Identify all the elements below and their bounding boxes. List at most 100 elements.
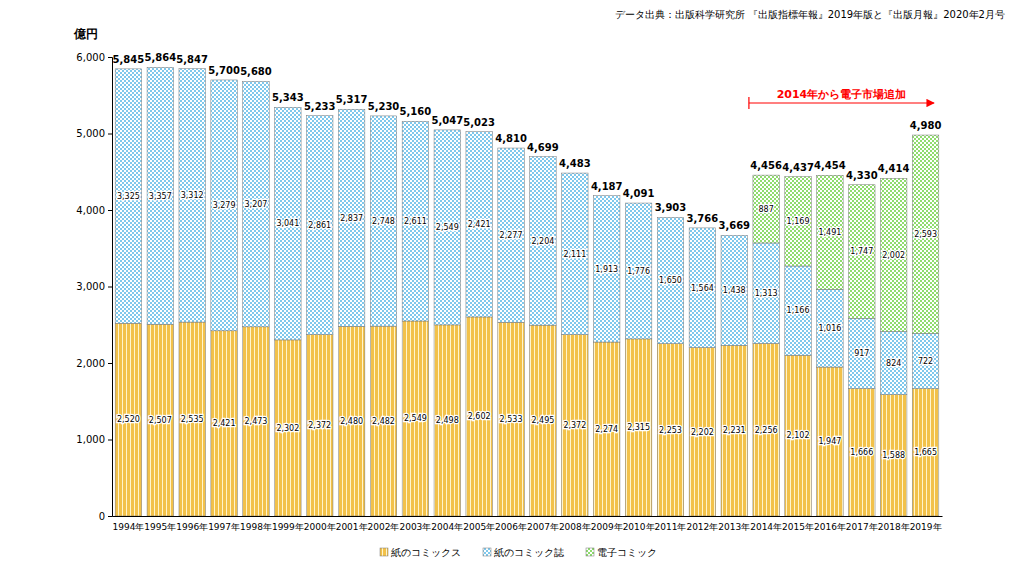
- x-tick: 1999年: [272, 516, 304, 532]
- y-tick-label: 3,000: [76, 281, 105, 292]
- segment-label: 3,041: [276, 219, 299, 228]
- segment-label: 824: [886, 359, 901, 368]
- x-tick: 2005年: [463, 516, 495, 532]
- total-label: 5,845: [113, 54, 145, 65]
- x-tick: 2013年: [718, 516, 750, 532]
- y-tick-mark: [108, 134, 112, 135]
- segment-label: 1,438: [723, 286, 746, 295]
- bar-segment: [179, 322, 205, 516]
- segment-label: 1,776: [627, 267, 650, 276]
- segment-label: 917: [854, 349, 869, 358]
- x-tick-label: 2006年: [495, 522, 527, 532]
- x-tick: 2002年: [368, 516, 400, 532]
- segment-label: 3,207: [245, 200, 268, 209]
- x-tick: 2012年: [686, 516, 718, 532]
- x-tick: 2017年: [846, 516, 878, 532]
- bar-segment: [625, 203, 651, 339]
- x-tick-label: 2012年: [686, 522, 718, 532]
- segment-label: 1,588: [882, 451, 905, 460]
- x-tick: 2000年: [304, 516, 336, 532]
- x-tick-label: 2008年: [559, 522, 591, 532]
- x-tick: 2018年: [878, 516, 910, 532]
- bar-segment: [849, 185, 875, 319]
- total-label: 4,187: [591, 181, 623, 192]
- legend: 紙のコミックス紙のコミック誌電子コミック: [380, 547, 657, 558]
- x-tick-label: 2003年: [399, 522, 431, 532]
- bar-segment: [817, 289, 843, 367]
- y-tick-mark: [108, 440, 112, 441]
- legend-swatch: [586, 548, 594, 556]
- bar-segment: [880, 178, 906, 331]
- bar-segment: [243, 81, 269, 326]
- y-tick: 0: [99, 511, 112, 522]
- x-tick-label: 2019年: [910, 522, 942, 532]
- bar-segment: [880, 331, 906, 394]
- segment-label: 2,549: [404, 414, 427, 423]
- bar-segment: [530, 325, 556, 516]
- bar-segment: [402, 121, 428, 321]
- segment-label: 2,202: [691, 428, 714, 437]
- x-tick: 2019年: [910, 516, 942, 532]
- bar-segment: [912, 333, 938, 388]
- total-label: 4,456: [750, 160, 782, 171]
- bar-segment: [689, 228, 715, 348]
- x-tick: 2001年: [336, 516, 368, 532]
- segment-label: 2,495: [531, 416, 554, 425]
- segment-label: 1,169: [787, 217, 810, 226]
- x-tick: 2010年: [623, 516, 655, 532]
- segment-label: 2,253: [659, 426, 682, 435]
- segment-label: 1,665: [914, 448, 937, 457]
- segment-label: 2,482: [372, 417, 395, 426]
- x-tick-label: 2011年: [655, 522, 687, 532]
- segment-label: 2,277: [500, 231, 523, 240]
- bar-segment: [115, 323, 141, 516]
- bar-segment: [275, 340, 301, 516]
- bar-segment: [785, 355, 811, 516]
- y-tick-mark: [108, 210, 112, 211]
- annotation: 2014年から電子市場追加: [777, 88, 907, 101]
- x-tick-label: 2017年: [846, 522, 878, 532]
- legend-swatch: [380, 548, 388, 556]
- y-tick-label: 1,000: [76, 434, 105, 445]
- bar-segment: [370, 116, 396, 326]
- bar-segment: [243, 327, 269, 516]
- x-tick: 2003年: [399, 516, 431, 532]
- y-tick-label: 6,000: [76, 52, 105, 63]
- bar-segment: [211, 331, 237, 516]
- bar-segment: [147, 67, 173, 324]
- segment-label: 1,016: [818, 324, 841, 333]
- bar-segment: [625, 339, 651, 516]
- total-label: 5,160: [400, 106, 432, 117]
- y-axis-line: [108, 58, 113, 517]
- segment-label: 2,231: [723, 426, 746, 435]
- bar-segment: [434, 325, 460, 516]
- y-tick-label: 5,000: [76, 128, 105, 139]
- total-label: 3,669: [718, 220, 750, 231]
- x-tick: 1995年: [144, 516, 176, 532]
- bar-segment: [689, 348, 715, 516]
- segment-label: 2,256: [755, 426, 778, 435]
- total-label: 5,680: [240, 66, 272, 77]
- x-tick: 1998年: [240, 516, 272, 532]
- segment-label: 1,947: [818, 437, 841, 446]
- segment-label: 2,602: [468, 412, 491, 421]
- x-tick-label: 1997年: [208, 522, 240, 532]
- legend-label: 紙のコミックス: [391, 547, 461, 558]
- bar-segment: [721, 345, 747, 516]
- x-tick: 2011年: [655, 516, 687, 532]
- segment-label: 2,748: [372, 217, 395, 226]
- bar-segment: [402, 321, 428, 516]
- segment-label: 2,507: [149, 416, 172, 425]
- bar-segment: [912, 389, 938, 516]
- total-label: 5,343: [272, 92, 304, 103]
- segment-label: 2,480: [340, 417, 363, 426]
- x-tick-label: 2007年: [527, 522, 559, 532]
- bar-segment: [434, 130, 460, 325]
- total-label: 5,317: [336, 94, 368, 105]
- x-tick-label: 2016年: [814, 522, 846, 532]
- y-tick: 4,000: [76, 205, 112, 216]
- segment-label: 2,204: [531, 237, 554, 246]
- bar-segment: [370, 326, 396, 516]
- bar-segment: [338, 109, 364, 326]
- total-label: 4,980: [910, 120, 942, 131]
